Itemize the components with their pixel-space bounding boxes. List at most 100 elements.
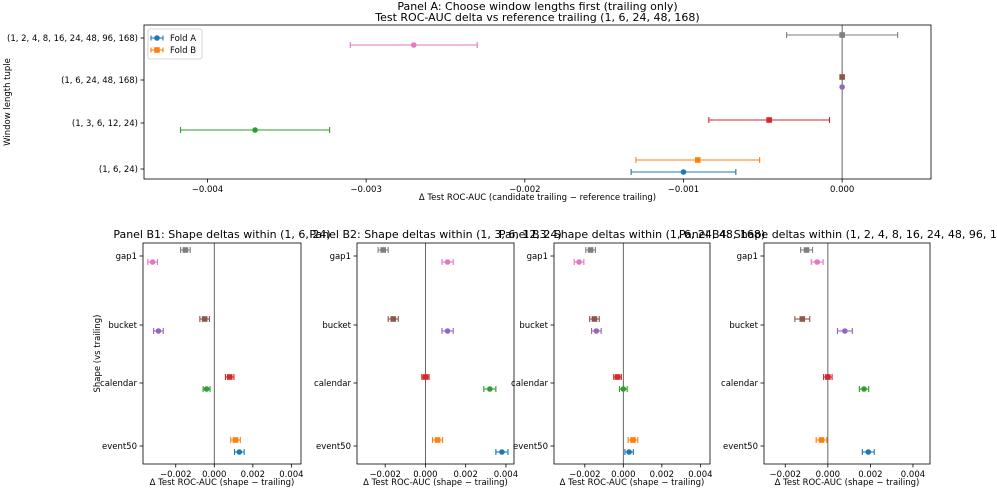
data-point-b1-calendar-fold-a — [202, 386, 211, 392]
data-point-b3-event50-fold-a — [624, 449, 634, 455]
y-tick-label: gap1 — [737, 252, 758, 262]
data-point-b3-calendar-fold-b — [613, 374, 622, 380]
legend-item-fold-a: Fold A — [150, 34, 196, 44]
x-tick-label: 0.000 — [413, 470, 437, 480]
data-point-b2-event50-fold-b — [431, 437, 444, 443]
y-tick-label: calendar — [721, 379, 758, 389]
y-tick-label: bucket — [519, 321, 548, 331]
data-point-b4-gap1-fold-b — [800, 247, 814, 253]
x-axis-label: Δ Test ROC-AUC (shape − trailing) — [775, 478, 920, 488]
data-point-b3-bucket-fold-b — [589, 316, 600, 322]
panel-a-title: Panel A: Choose window lengths first (tr… — [397, 0, 677, 13]
x-tick-label: −0.002 — [369, 470, 400, 480]
axes-frame — [356, 242, 515, 465]
x-tick-label: 0.000 — [830, 185, 854, 195]
data-point-a-1-3-6-12-24-fold-b — [708, 117, 831, 123]
y-tick-label: event50 — [723, 442, 758, 452]
y-tick-label: bucket — [729, 321, 758, 331]
x-tick-label: 0.004 — [494, 470, 518, 480]
axes-frame — [763, 242, 931, 465]
panel-b1: Panel B1: Shape deltas within (1, 6, 24)… — [93, 228, 331, 488]
data-point-b1-event50-fold-a — [233, 449, 245, 455]
y-axis-label: Shape (vs trailing) — [93, 314, 103, 392]
panel-b4-title: Panel B4: Shape deltas within (1, 2, 4, … — [679, 228, 997, 241]
axes-frame — [142, 242, 302, 465]
y-tick-label: gap1 — [330, 252, 351, 262]
axes-frame — [553, 242, 711, 465]
data-point-b1-bucket-fold-a — [153, 328, 164, 334]
panel-b4: Panel B4: Shape deltas within (1, 2, 4, … — [679, 228, 997, 488]
panel-b2-title: Panel B2: Shape deltas within (1, 3, 6, … — [309, 228, 561, 241]
x-tick-label: −0.003 — [350, 185, 381, 195]
x-tick-label: −0.002 — [160, 470, 191, 480]
data-point-b1-event50-fold-b — [230, 437, 241, 443]
data-point-b4-event50-fold-b — [815, 437, 828, 443]
x-axis-label: Δ Test ROC-AUC (shape − trailing) — [560, 478, 705, 488]
x-tick-label: 0.002 — [858, 470, 882, 480]
data-point-b3-gap1-fold-a — [573, 259, 585, 265]
y-tick-label: calendar — [314, 379, 351, 389]
data-point-b2-gap1-fold-a — [441, 259, 454, 265]
x-tick-label: 0.004 — [901, 470, 925, 480]
data-point-b4-bucket-fold-b — [794, 316, 811, 322]
y-tick-label: bucket — [322, 321, 351, 331]
data-point-b2-gap1-fold-b — [377, 247, 389, 253]
panel-a-subtitle: Test ROC-AUC delta vs reference trailing… — [374, 11, 699, 24]
data-point-b3-gap1-fold-b — [585, 247, 596, 253]
data-point-b2-event50-fold-a — [495, 449, 509, 455]
data-point-b2-bucket-fold-a — [441, 328, 454, 334]
legend-label: Fold B — [170, 46, 196, 56]
y-tick-label: (1, 3, 6, 12, 24) — [72, 119, 138, 129]
data-point-b4-gap1-fold-a — [810, 259, 824, 265]
y-tick-label: calendar — [100, 379, 137, 389]
x-tick-label: 0.000 — [202, 470, 226, 480]
y-tick-label: event50 — [316, 442, 351, 452]
panel-a: Panel A: Choose window lengths first (tr… — [3, 0, 932, 203]
y-tick-label: (1, 6, 24) — [99, 165, 138, 175]
x-tick-label: 0.000 — [816, 470, 840, 480]
panel-b3: Panel B3: Shape deltas within (1, 6, 24,… — [499, 228, 765, 488]
x-tick-label: 0.002 — [241, 470, 265, 480]
data-point-b3-event50-fold-b — [627, 437, 639, 443]
x-tick-label: −0.002 — [770, 470, 801, 480]
panel-b2: Panel B2: Shape deltas within (1, 3, 6, … — [309, 228, 561, 488]
data-point-b1-gap1-fold-b — [180, 247, 191, 253]
data-point-b4-bucket-fold-a — [836, 328, 853, 334]
y-tick-label: bucket — [108, 321, 137, 331]
data-point-b1-gap1-fold-a — [147, 259, 159, 265]
data-point-a-1-6-24-48-168-fold-a — [839, 84, 845, 90]
data-point-a-1-6-24-48-168-fold-b — [839, 74, 845, 80]
y-tick-label: calendar — [511, 379, 548, 389]
x-axis-label: Δ Test ROC-AUC (shape − trailing) — [363, 478, 508, 488]
x-tick-label: 0.000 — [611, 470, 635, 480]
legend-item-fold-b: Fold B — [150, 46, 196, 56]
data-point-a-1-3-6-12-24-fold-a — [179, 127, 331, 133]
data-point-a-1-2-4-8-16-24-48-96-168-fold-a — [349, 42, 478, 48]
data-point-a-1-6-24-fold-b — [635, 157, 761, 163]
data-point-b1-bucket-fold-b — [199, 316, 211, 322]
x-tick-label: 0.004 — [279, 470, 303, 480]
x-tick-label: 0.002 — [454, 470, 478, 480]
x-tick-label: −0.001 — [668, 185, 699, 195]
y-axis-label: Window length tuple — [3, 58, 13, 146]
y-tick-label: event50 — [102, 442, 137, 452]
x-tick-label: −0.002 — [509, 185, 540, 195]
data-point-b3-calendar-fold-a — [618, 386, 628, 392]
panel-b3-title: Panel B3: Shape deltas within (1, 6, 24,… — [499, 228, 765, 241]
y-tick-label: (1, 6, 24, 48, 168) — [61, 76, 138, 86]
y-tick-label: gap1 — [116, 252, 137, 262]
data-point-b3-bucket-fold-a — [591, 328, 602, 334]
legend-label: Fold A — [170, 34, 196, 44]
data-point-b4-calendar-fold-b — [823, 374, 833, 380]
data-point-b2-calendar-fold-b — [421, 374, 430, 380]
axes-frame — [143, 24, 932, 180]
data-point-b2-bucket-fold-b — [387, 316, 399, 322]
x-tick-label: −0.002 — [569, 470, 600, 480]
data-point-b2-calendar-fold-a — [483, 386, 497, 392]
x-axis-label: Δ Test ROC-AUC (candidate trailing − ref… — [419, 193, 656, 203]
data-point-b4-calendar-fold-a — [858, 386, 870, 392]
data-point-b1-calendar-fold-b — [224, 374, 235, 380]
x-tick-label: 0.002 — [650, 470, 674, 480]
x-axis-label: Δ Test ROC-AUC (shape − trailing) — [150, 478, 295, 488]
